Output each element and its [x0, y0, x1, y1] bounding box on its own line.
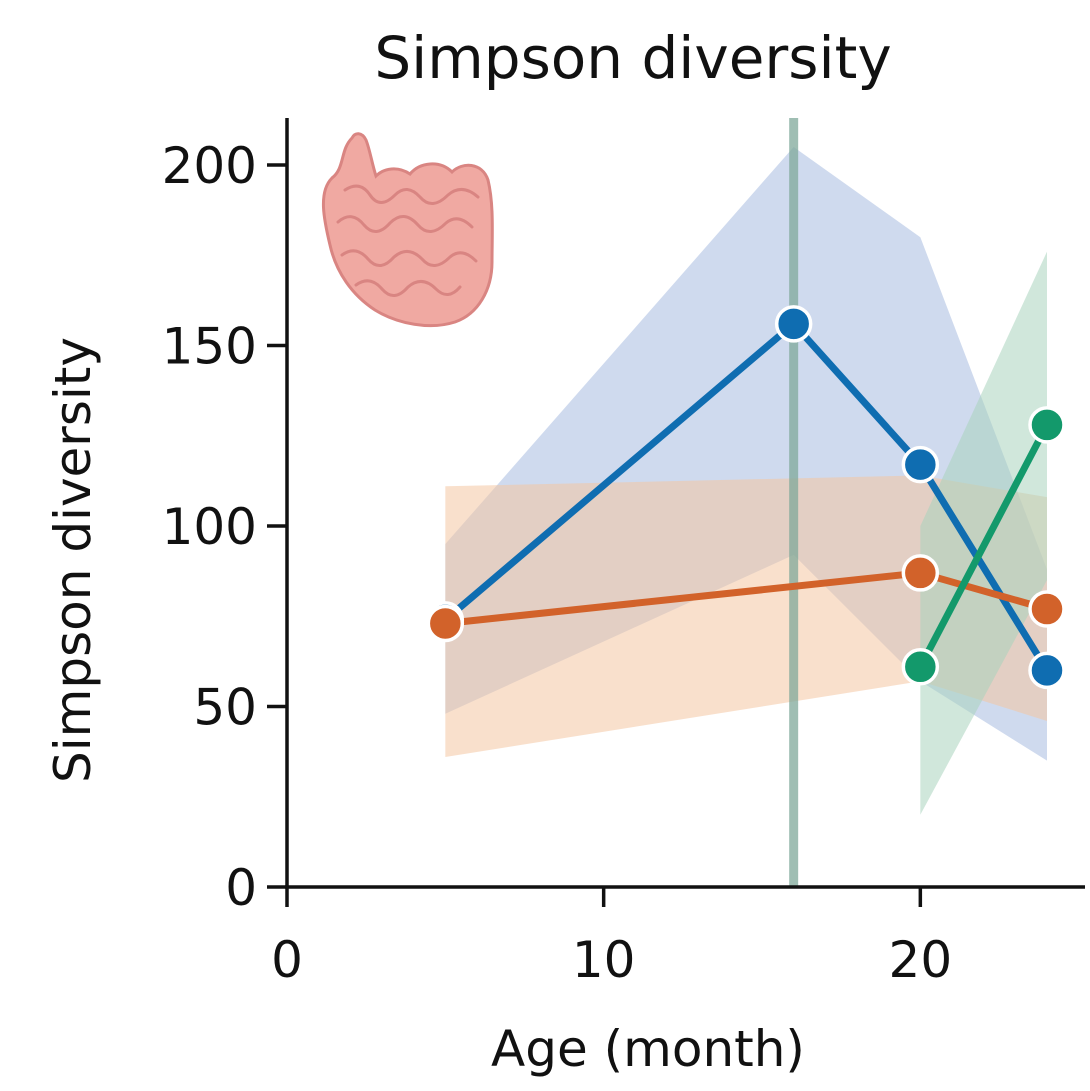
y-axis-label: Simpson diversity — [44, 337, 102, 783]
green-band — [920, 251, 1047, 815]
y-tick-label-200: 200 — [162, 137, 257, 195]
y-ticks: 0 50 100 150 200 — [162, 137, 287, 917]
x-tick-label-20: 20 — [889, 931, 953, 989]
green-point-1 — [1028, 406, 1066, 444]
axes — [285, 118, 1085, 889]
orange-point-1 — [901, 554, 940, 592]
blue-point-3 — [1028, 651, 1066, 690]
blue-point-2 — [901, 445, 940, 484]
green-line — [917, 423, 1051, 669]
blue-line — [443, 320, 1050, 673]
y-tick-label-50: 50 — [193, 679, 257, 737]
confidence-bands — [445, 146, 1047, 815]
chart-title: Simpson diversity — [374, 24, 891, 92]
orange-point-2 — [1028, 590, 1066, 628]
x-tick-label-10: 10 — [572, 931, 636, 989]
y-tick-label-0: 0 — [225, 859, 257, 917]
y-tick-label-150: 150 — [162, 318, 257, 376]
orange-point-0 — [426, 604, 465, 643]
blue-point-1 — [774, 305, 813, 343]
green-point-0 — [901, 648, 940, 686]
x-tick-label-0: 0 — [271, 931, 303, 989]
intestine-icon — [321, 132, 494, 328]
x-ticks: 0 10 20 — [271, 887, 952, 989]
orange-band — [445, 475, 1047, 758]
series-points — [426, 305, 1066, 690]
y-tick-label-100: 100 — [162, 498, 257, 556]
x-axis-label: Age (month) — [491, 1020, 805, 1078]
